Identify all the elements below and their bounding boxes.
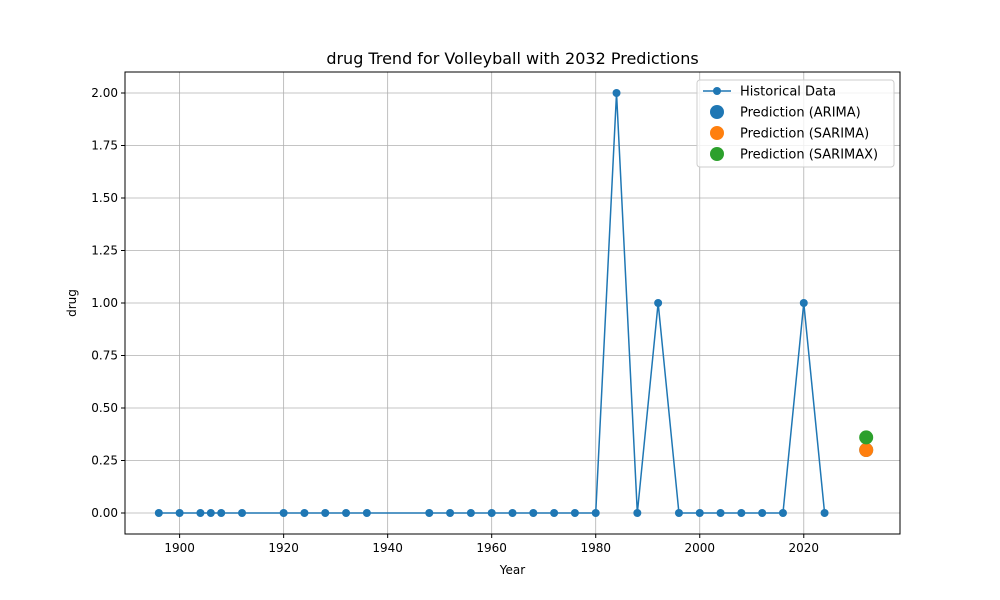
plot-area: [154, 89, 874, 517]
data-point-historical: [279, 509, 288, 517]
legend-box: [696, 79, 895, 168]
data-point-historical: [737, 509, 746, 517]
data-point-historical: [591, 509, 600, 517]
y-tick-label: 0.75: [91, 349, 118, 363]
x-tick-label: 2020: [789, 541, 820, 555]
data-point-historical: [695, 509, 704, 517]
data-point-historical: [799, 299, 808, 307]
legend-label: Prediction (SARIMA): [740, 127, 869, 142]
x-tick-label: 1940: [372, 541, 403, 555]
data-point-historical: [362, 509, 371, 517]
y-tick-label: 1.50: [91, 191, 118, 205]
legend-marker-swatch: [710, 147, 724, 161]
chart-title: drug Trend for Volleyball with 2032 Pred…: [326, 49, 698, 68]
x-tick-label: 1900: [164, 541, 195, 555]
data-point-historical: [820, 509, 829, 517]
data-point-historical: [716, 509, 725, 517]
x-tick-label: 2000: [684, 541, 715, 555]
data-point-historical: [300, 509, 309, 517]
legend-label: Prediction (ARIMA): [740, 106, 861, 121]
data-point-historical: [175, 509, 184, 517]
x-axis: 1900 1920 1940 1960 1980 2000 2020: [164, 534, 819, 555]
legend-marker-swatch: [710, 126, 724, 140]
y-axis-title: drug: [65, 289, 79, 317]
data-point-historical: [321, 509, 330, 517]
data-point-historical: [217, 509, 226, 517]
data-point-historical: [674, 509, 683, 517]
data-point-historical: [154, 509, 163, 517]
y-tick-label: 1.75: [91, 139, 118, 153]
data-point-historical: [342, 509, 351, 517]
prediction-point-3: [859, 430, 874, 445]
x-axis-title: Year: [499, 563, 525, 577]
data-point-historical: [206, 509, 215, 517]
y-tick-label: 0.25: [91, 454, 118, 468]
x-tick-label: 1960: [476, 541, 507, 555]
data-point-historical: [466, 509, 475, 517]
data-point-historical: [778, 509, 787, 517]
x-tick-label: 1920: [268, 541, 299, 555]
data-point-historical: [425, 509, 434, 517]
legend-marker-swatch: [710, 105, 724, 119]
y-tick-label: 0.50: [91, 401, 118, 415]
data-point-historical: [612, 89, 621, 97]
data-point-historical: [570, 509, 579, 517]
x-tick-label: 1980: [580, 541, 611, 555]
data-point-historical: [633, 509, 642, 517]
legend: Historical Data Prediction (ARIMA) Predict…: [696, 79, 895, 168]
y-tick-label: 1.25: [91, 244, 118, 258]
data-point-historical: [508, 509, 517, 517]
data-point-historical: [487, 509, 496, 517]
data-point-historical: [529, 509, 538, 517]
legend-marker-swatch: [713, 87, 721, 95]
legend-label: Prediction (SARIMAX): [740, 148, 878, 163]
data-point-historical: [196, 509, 205, 517]
y-tick-label: 0.00: [91, 506, 118, 520]
data-point-historical: [446, 509, 455, 517]
y-axis: 0.00 0.25 0.50 0.75 1.00 1.25 1.50 1.75 2.00: [91, 86, 125, 520]
data-point-historical: [758, 509, 767, 517]
prediction-point-2: [859, 443, 874, 457]
y-tick-label: 1.00: [91, 296, 118, 310]
data-point-historical: [550, 509, 559, 517]
legend-label: Historical Data: [740, 85, 836, 100]
data-point-historical: [654, 299, 663, 307]
y-tick-label: 2.00: [91, 86, 118, 100]
data-point-historical: [238, 509, 247, 517]
